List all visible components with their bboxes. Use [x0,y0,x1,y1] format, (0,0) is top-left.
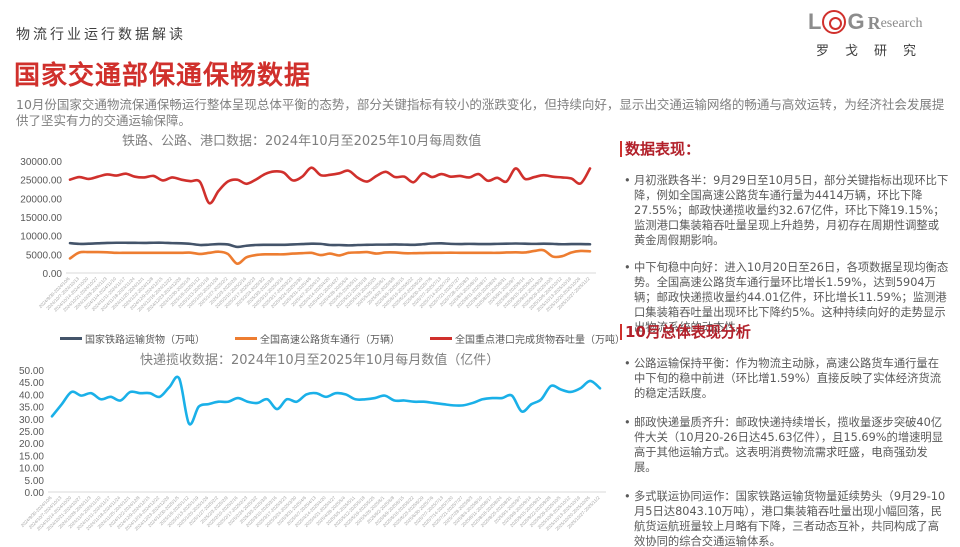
y-tick-label: 10000.00 [20,232,62,243]
logo-letter-g: G [847,9,865,34]
y-tick-label: 5000.00 [26,250,63,261]
y-tick-label: 20000.00 [20,194,62,205]
legend-label-rail: 国家铁路运输货物（万吨） [85,335,205,346]
bullet-icon: • [624,357,631,370]
y-tick-label: 50.00 [19,366,44,377]
page-title: 国家交通部保通保畅数据 [14,61,312,91]
section-heading: 10月总体表现分析 [620,321,950,342]
bullet-text: 邮政快递量质齐升：邮政快递持续增长，揽收量逐步突破40亿件大关（10月20-26… [634,416,944,474]
y-tick-label: 40.00 [19,390,44,401]
kicker: 物流行业运行数据解读 [16,27,186,43]
list-item: • 月初涨跌各半：9月29日至10月5日，部分关键指标出现环比下降，例如全国高速… [620,173,950,248]
logo: L G R esearch 罗戈研究 [808,10,958,60]
heading-bar-icon [620,323,622,340]
legend-swatch-port [430,337,452,340]
bullet-text: 中下旬稳中向好：进入10月20日至26日，各项数据呈现均衡态势。全国高速公路货车… [634,261,949,334]
intro-paragraph: 10月份国家交通物流保通保畅运行整体呈现总体平衡的态势，部分关键指标有较小的涨跌… [16,97,945,128]
logo-letter-l: L [808,9,822,34]
bullet-icon: • [624,261,631,274]
y-tick-label: 30000.00 [20,157,62,168]
y-tick-label: 25000.00 [20,176,62,187]
section-heading: 数据表现： [620,138,950,159]
legend-item-rail: 国家铁路运输货物（万吨） [60,331,205,346]
series-line [68,166,592,205]
weekly-transport-line-chart: 0.00 5000.00 10000.00 15000.00 20000.00 25000… [20,157,596,313]
logo-letter-r: R [867,13,881,33]
y-tick-label: 5.00 [25,476,45,487]
heading-bar-icon [620,140,622,157]
y-tick-label: 15000.00 [20,213,62,224]
y-tick-label: 0.00 [43,269,63,280]
series-line [50,375,602,426]
chart2-title: 快递揽收数据：2024年10月至2025年10月每月数值（亿件） [140,353,500,368]
y-tick-label: 30.00 [19,415,44,426]
bullet-text: 公路运输保持平衡：作为物流主动脉，高速公路货车通行量在中下旬的稳中前进（环比增1… [634,357,942,400]
bullet-icon: • [624,490,631,503]
y-tick-label: 0.00 [25,488,45,499]
legend-label-port: 全国重点港口完成货物吞吐量（万吨） [455,335,625,346]
legend-swatch-highway [235,337,257,340]
y-tick-label: 15.00 [19,451,44,462]
target-icon [822,10,847,34]
legend-item-port: 全国重点港口完成货物吞吐量（万吨） [430,331,625,346]
legend-item-highway: 全国高速公路货车通行（万辆） [235,331,400,346]
legend-swatch-rail [60,337,82,340]
section-heading-text: 10月总体表现分析 [625,323,751,341]
chart1-title: 铁路、公路、港口数据：2024年10月至2025年10月每周数值 [122,134,482,149]
list-item: • 公路运输保持平衡：作为物流主动脉，高速公路货车通行量在中下旬的稳中前进（环比… [620,356,950,401]
data-performance-section: 数据表现： • 月初涨跌各半：9月29日至10月5日，部分关键指标出现环比下降，… [620,138,950,335]
legend-label-highway: 全国高速公路货车通行（万辆） [260,335,400,346]
list-item: • 多式联运协同运作：国家铁路运输货物量延续势头（9月29-10月5日达8043… [620,489,950,547]
series-line [68,241,592,249]
logo-research: esearch [880,16,923,31]
list-item: • 邮政快递量质齐升：邮政快递持续增长，揽收量逐步突破40亿件大关（10月20-… [620,415,950,475]
list-item: • 中下旬稳中向好：进入10月20日至26日，各项数据呈现均衡态势。全国高速公路… [620,260,950,335]
chart1-legend: 国家铁路运输货物（万吨） 全国高速公路货车通行（万辆） 全国重点港口完成货物吞吐… [60,331,625,346]
logo-cn: 罗戈研究 [816,44,933,59]
y-tick-label: 35.00 [19,403,44,414]
y-tick-label: 10.00 [19,464,44,475]
y-tick-label: 25.00 [19,427,44,438]
series-line [68,248,592,265]
y-tick-label: 20.00 [19,439,44,450]
bullet-text: 月初涨跌各半：9月29日至10月5日，部分关键指标出现环比下降，例如全国高速公路… [634,174,949,247]
y-tick-label: 45.00 [19,378,44,389]
section-heading-text: 数据表现： [625,140,701,158]
october-analysis-section: 10月总体表现分析 • 公路运输保持平衡：作为物流主动脉，高速公路货车通行量在中… [620,321,950,547]
bullet-icon: • [624,174,631,187]
bullet-text: 多式联运协同运作：国家铁路运输货物量延续势头（9月29-10月5日达8043.1… [634,490,946,547]
bullet-icon: • [624,416,631,429]
